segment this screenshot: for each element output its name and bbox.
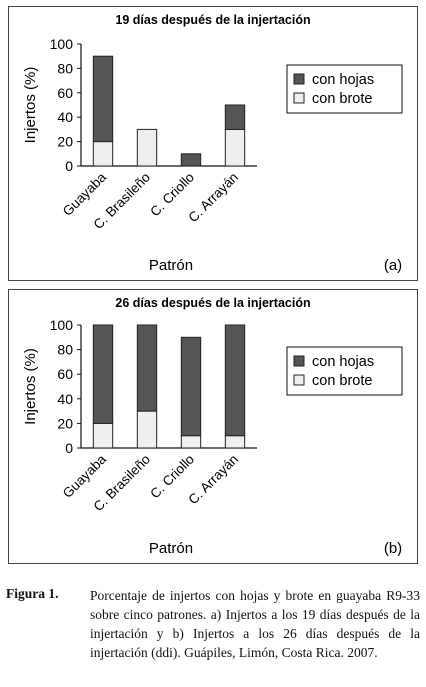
chart-b-panel-label: (b): [384, 540, 402, 557]
chart-a-title: 19 días después de la injertación: [115, 13, 310, 27]
chart-a-bar-con-brote: [92, 141, 114, 167]
chart-a-legend: [286, 64, 403, 114]
chart-a: 19 días después de la injertación Injerto…: [22, 13, 403, 274]
chart-a-bar-con-brote: [136, 128, 158, 167]
chart-b-xlabel: Patrón: [149, 540, 193, 557]
chart-b-ytick-label: 40: [57, 391, 73, 407]
chart-b-title: 26 días después de la injertación: [115, 296, 310, 310]
chart-b-bar-con-brote: [136, 410, 158, 449]
chart-a-bar-con-hojas: [224, 104, 246, 130]
chart-a-bar-con-brote: [224, 128, 246, 167]
chart-b-legend: [286, 346, 403, 396]
chart-a-ytick-label: 40: [57, 109, 73, 125]
caption-text: Porcentaje de injertos con hojas y brote…: [90, 588, 420, 660]
chart-a-ytick-label: 0: [65, 158, 73, 174]
figure-caption: Figura 1. Porcentaje de injertos con hoj…: [6, 586, 420, 682]
chart-a-legend-label: con hojas: [312, 72, 374, 88]
chart-a-panel-label: (a): [384, 257, 402, 274]
chart-panel-b: 26 días después de la injertación Injerto…: [8, 289, 418, 564]
chart-b-bar-con-hojas: [92, 324, 114, 424]
chart-b-legend-label: con hojas: [312, 354, 374, 370]
chart-b-ytick-label: 20: [57, 415, 73, 431]
chart-b-legend-swatch-con-brote: [293, 374, 305, 386]
chart-a-bar-con-hojas: [92, 55, 114, 143]
chart-b-bar-con-hojas: [136, 324, 158, 412]
chart-b-bar-con-brote: [224, 435, 246, 449]
chart-b: 26 días después de la injertación Injerto…: [22, 296, 403, 557]
chart-a-legend-swatch-con-brote: [293, 92, 305, 104]
chart-a-ytick-label: 80: [57, 60, 73, 76]
chart-b-bar-con-hojas: [180, 336, 202, 437]
chart-a-xlabel: Patrón: [149, 257, 193, 274]
chart-b-ytick-label: 80: [57, 342, 73, 358]
chart-a-ytick-label: 20: [57, 134, 73, 150]
chart-a-ytick-label: 60: [57, 85, 73, 101]
chart-b-bar-con-brote: [180, 435, 202, 449]
chart-b-ylabel: Injertos (%): [22, 348, 39, 425]
chart-a-legend-swatch-con-hojas: [293, 73, 305, 85]
caption-label: Figura 1.: [6, 586, 59, 601]
chart-b-legend-swatch-con-hojas: [293, 355, 305, 367]
chart-b-bar-con-brote: [92, 422, 114, 449]
chart-a-ylabel: Injertos (%): [22, 67, 39, 144]
chart-b-legend-label: con brote: [312, 373, 372, 389]
chart-a-bar-con-hojas: [180, 153, 202, 167]
chart-panel-a: 19 días después de la injertación Injerto…: [8, 6, 418, 281]
chart-b-ytick-label: 60: [57, 366, 73, 382]
chart-b-bar-con-hojas: [224, 324, 246, 437]
chart-a-ytick-label: 100: [50, 36, 74, 52]
chart-b-ytick-label: 100: [50, 317, 74, 333]
chart-b-ytick-label: 0: [65, 440, 73, 456]
chart-a-legend-label: con brote: [312, 91, 372, 107]
